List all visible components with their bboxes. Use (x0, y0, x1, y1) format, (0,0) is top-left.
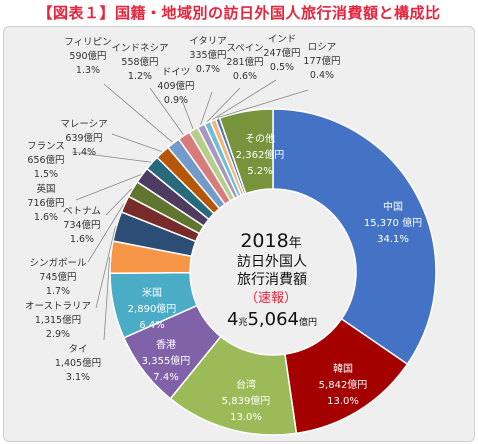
leader-line-スペイン (206, 87, 241, 123)
slice-label-シンガポール-2: 1.7% (46, 286, 70, 297)
slice-label-ロシア-2: 0.4% (310, 70, 334, 81)
slice-label-イタリア-1: 335億円 (189, 49, 226, 61)
slice-label-英国-2: 1.6% (34, 212, 58, 223)
center-total-rest: 5,064 (247, 309, 299, 330)
slice-label-インド-1: 247億円 (263, 47, 300, 59)
slice-label-インド-0: インド (268, 34, 297, 45)
center-line1: 訪日外国人 (237, 254, 307, 270)
slice-label-シンガポール-0: シンガポール (29, 258, 87, 269)
slice-label-タイ-0: タイ (68, 344, 87, 355)
slice-label-台湾-1: 5,839億円 (222, 394, 271, 407)
slice-label-韓国-2: 13.0% (327, 396, 359, 407)
center-total: 4兆5,064億円 (227, 309, 317, 330)
slice-label-フランス-2: 1.5% (34, 169, 58, 180)
slice-label-マレーシア-1: 639億円 (65, 132, 102, 144)
center-line2: 旅行消費額 (237, 272, 307, 288)
slice-label-中国-0: 中国 (383, 200, 403, 213)
slice-label-タイ-2: 3.1% (66, 372, 90, 383)
slice-label-香港-0: 香港 (156, 339, 176, 351)
slice-group (109, 108, 437, 436)
leader-line-ドイツ (181, 99, 194, 129)
slice-label-香港-1: 3,355億円 (142, 354, 191, 367)
slice-label-イタリア-2: 0.7% (196, 64, 220, 75)
slice-label-香港-2: 7.4% (153, 372, 178, 383)
slice-label-インドネシア-1: 558億円 (121, 56, 158, 68)
slice-label-米国-1: 2,890億円 (128, 302, 177, 315)
slice-label-シンガポール-1: 745億円 (39, 271, 76, 283)
slice-label-フィリピン-1: 590億円 (69, 50, 106, 62)
leader-line-タイ (103, 256, 111, 341)
slice-label-インド-2: 0.5% (270, 62, 294, 73)
slice-label-台湾-2: 13.0% (230, 412, 262, 423)
slice-label-タイ-1: 1,405億円 (55, 357, 101, 369)
center-year: 2018年 (240, 230, 301, 252)
center-flash-label: （速報） (245, 291, 297, 306)
leader-line-group (71, 79, 309, 341)
slice-label-ロシア-0: ロシア (308, 42, 337, 53)
slice-label-台湾-0: 台湾 (236, 378, 256, 391)
center-total-unit1: 兆 (238, 317, 247, 328)
slice-label-イタリア-0: イタリア (189, 36, 227, 47)
leader-line-フランス (71, 151, 152, 163)
center-year-unit: 年 (289, 236, 302, 251)
center-total-unit2: 億円 (299, 316, 317, 328)
slice-label-米国-2: 6.4% (139, 320, 164, 331)
leader-line-ベトナム (105, 188, 133, 216)
slice-label-フランス-1: 656億円 (27, 154, 64, 166)
slice-label-スペイン-1: 281億円 (226, 56, 263, 68)
chart-title: 【図表１】国籍・地域別の訪日外国人旅行消費額と構成比 (37, 4, 441, 22)
slice-label-韓国-1: 5,842億円 (319, 378, 368, 391)
slice-label-フィリピン-2: 1.3% (76, 65, 100, 76)
slice-label-オーストラリア-1: 1,315億円 (35, 314, 81, 326)
slice-label-ドイツ-2: 0.9% (164, 95, 188, 106)
slice-label-フランス-0: フランス (27, 141, 65, 152)
slice-label-フィリピン-0: フィリピン (64, 37, 111, 48)
slice-label-スペイン-2: 0.6% (233, 71, 257, 82)
slice-label-米国-0: 米国 (142, 286, 162, 299)
leader-line-英国 (75, 174, 142, 201)
slice-label-中国-1: 15,370 億円 (364, 216, 422, 229)
leader-line-マレーシア (111, 133, 162, 152)
leader-line-ロシア (217, 89, 309, 119)
center-year-number: 2018 (240, 230, 288, 252)
slice-その他 (218, 108, 274, 195)
label-group: 中国 15,370 億円 34.1% 韓国 5,842億円 13.0% 台湾 5,839億円 1… (25, 34, 422, 423)
slice-label-その他-0: その他 (245, 132, 275, 145)
slice-label-ベトナム-2: 1.6% (70, 234, 94, 245)
leader-line-オーストラリア (95, 225, 116, 309)
slice-中国 (272, 108, 437, 366)
slice-label-英国-1: 716億円 (27, 197, 64, 209)
slice-label-マレーシア-0: マレーシア (60, 119, 107, 130)
slice-label-オーストラリア-0: オーストラリア (25, 301, 91, 312)
slice-label-ドイツ-0: ドイツ (162, 67, 191, 78)
leader-line-シンガポール (87, 203, 125, 263)
slice-label-ドイツ-1: 409億円 (157, 80, 194, 92)
slice-label-インドネシア-2: 1.2% (128, 71, 152, 82)
slice-label-英国-0: 英国 (36, 183, 55, 195)
slice-label-オーストラリア-2: 2.9% (46, 329, 70, 340)
leader-line-インド (212, 79, 277, 120)
slice-label-マレーシア-2: 1.4% (72, 147, 96, 158)
leader-line-イタリア (200, 91, 213, 125)
slice-label-ベトナム-0: ベトナム (63, 206, 101, 217)
slice-label-韓国-0: 韓国 (333, 363, 353, 375)
slice-label-ベトナム-1: 734億円 (63, 219, 100, 231)
slice-label-その他-2: 5.2% (247, 166, 272, 177)
slice-label-スペイン-0: スペイン (226, 43, 263, 54)
slice-label-ロシア-1: 177億円 (303, 55, 340, 67)
leader-line-インドネシア (149, 87, 184, 135)
slice-label-その他-1: 2,362億円 (236, 148, 285, 161)
slice-label-中国-2: 34.1% (377, 234, 409, 245)
leader-line-フィリピン (103, 83, 173, 143)
slice-label-インドネシア-0: インドネシア (111, 43, 168, 54)
center-total-big: 4 (227, 309, 238, 330)
